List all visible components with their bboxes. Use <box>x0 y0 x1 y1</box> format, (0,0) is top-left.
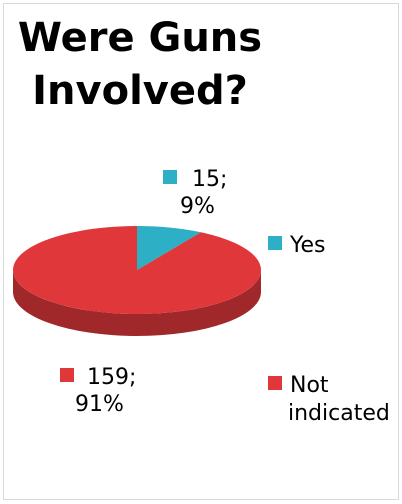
pie-side-1 <box>13 270 261 336</box>
data-label-1-line-0: 159; <box>87 365 136 390</box>
pie-slice-0 <box>137 226 201 270</box>
legend-swatch-0 <box>268 236 282 250</box>
legend-label-1-line-1: indicated <box>288 401 390 426</box>
chart-title-line-1: Were Guns <box>17 15 263 61</box>
data-label-0-line-0: 15; <box>192 167 227 192</box>
pie-slice-1 <box>13 226 262 315</box>
chart-title: Were Guns Involved? <box>0 12 280 118</box>
data-label-key-1 <box>60 368 74 382</box>
data-label-1-line-1: 91% <box>75 392 124 417</box>
legend-label-1-line-0: Not <box>290 373 329 398</box>
legend-swatch-1 <box>268 376 282 390</box>
chart-title-line-2: Involved? <box>32 68 248 114</box>
data-label-key-0 <box>163 170 177 184</box>
data-label-0-line-1: 9% <box>180 194 215 219</box>
legend-label-0-line-0: Yes <box>289 233 326 258</box>
